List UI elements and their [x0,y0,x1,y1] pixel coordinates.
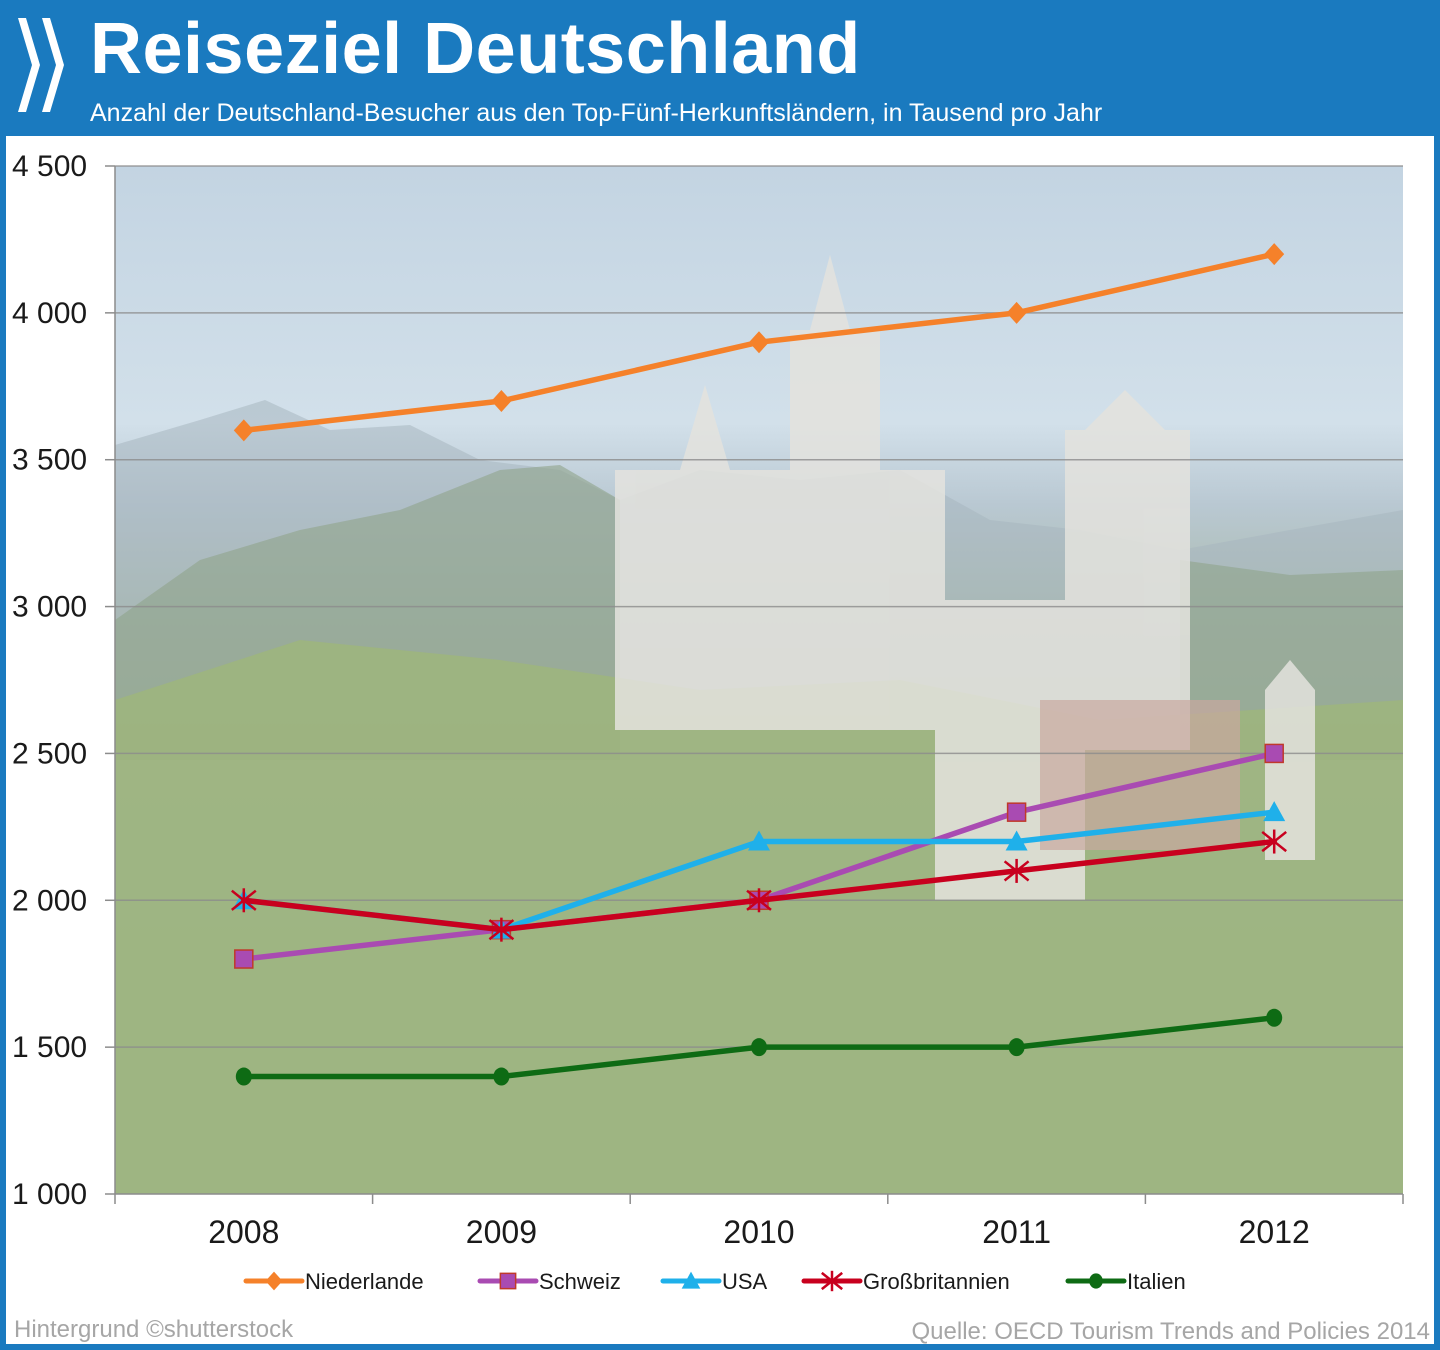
data-point-niederlande [1006,301,1027,324]
legend-label: USA [722,1269,768,1294]
x-tick-label: 2010 [723,1214,794,1250]
legend-item-italien: Italien [1065,1269,1186,1294]
x-axis-tick-labels: 2008 2009 2010 2011 2012 [208,1214,1310,1250]
x-tick-label: 2012 [1239,1214,1310,1250]
oecd-chevrons-icon [18,18,64,112]
data-point-gro-britannien [1261,829,1287,854]
legend-item-usa: USA [660,1269,768,1294]
y-tick-label: 2 000 [12,884,87,917]
legend-label: Schweiz [539,1269,621,1294]
data-point-italien [493,1067,510,1086]
data-point-usa [1005,830,1028,851]
line-chart: 1 000 1 500 2 000 2 500 3 000 3 500 4 000 4 500… [12,150,1404,1294]
x-tick-label: 2008 [208,1214,279,1250]
source-note: Quelle: OECD Tourism Trends and Policies… [911,1318,1430,1345]
data-point-niederlande [491,389,512,412]
data-point-niederlande [749,331,769,354]
data-point-italien [1266,1008,1283,1027]
axes [105,165,1404,1204]
legend-label: Niederlande [305,1269,424,1294]
y-tick-label: 3 500 [12,444,87,477]
y-tick-label: 1 000 [12,1178,87,1211]
y-axis-tick-labels: 1 000 1 500 2 000 2 500 3 000 3 500 4 000 4 500 [12,150,87,1211]
data-point-italien [751,1038,767,1057]
legend-item-niederlande: Niederlande [243,1269,424,1294]
data-point-niederlande [233,419,254,442]
y-tick-label: 2 500 [12,737,87,770]
data-point-gro-britannien [1003,858,1030,883]
legend-item-gro-britannien: Großbritannien [801,1269,1010,1294]
data-point-schweiz [1006,802,1027,822]
legend-label: Italien [1127,1269,1186,1294]
legend-item-schweiz: Schweiz [477,1269,621,1294]
legend-marker [499,1272,517,1290]
header-banner: Reiseziel Deutschland Anzahl der Deutsch… [0,0,1440,136]
asterisk-stroke [488,919,515,941]
data-point-usa [748,830,770,851]
asterisk-stroke [1003,860,1030,882]
y-tick-label: 4 500 [12,150,87,183]
data-point-schweiz [234,949,254,969]
page-title: Reiseziel Deutschland [90,9,861,89]
data-point-schweiz [1264,743,1284,764]
legend-marker [1089,1273,1103,1289]
legend: Niederlande Schweiz USA Großbritannien Itali… [243,1269,1186,1294]
data-point-gro-britannien [231,888,257,913]
data-point-italien [1008,1038,1025,1057]
x-tick-label: 2011 [982,1214,1051,1250]
legend-marker [265,1271,283,1291]
page-subtitle: Anzahl der Deutschland-Besucher aus den … [90,99,1103,127]
data-point-usa [1263,801,1286,822]
legend-label: Großbritannien [863,1269,1010,1294]
asterisk-stroke [1261,830,1287,853]
series-niederlande [233,243,1285,442]
legend-marker [681,1271,701,1289]
y-tick-label: 3 000 [12,591,87,624]
asterisk-stroke [821,1271,843,1291]
legend-marker [821,1270,843,1292]
asterisk-stroke [746,889,772,911]
series-italien [235,1008,1283,1086]
series-layer [231,243,1287,1086]
y-tick-label: 4 000 [12,297,87,330]
data-point-gro-britannien [488,917,515,942]
image-credit: Hintergrund ©shutterstock [14,1316,294,1343]
x-tick-label: 2009 [466,1214,537,1250]
asterisk-stroke [231,889,257,911]
data-point-gro-britannien [746,888,772,913]
y-tick-label: 1 500 [12,1031,87,1064]
data-point-niederlande [1264,243,1285,266]
series-gro-britannien [231,829,1287,942]
data-point-italien [235,1067,252,1086]
grid-lines [115,165,1403,1048]
